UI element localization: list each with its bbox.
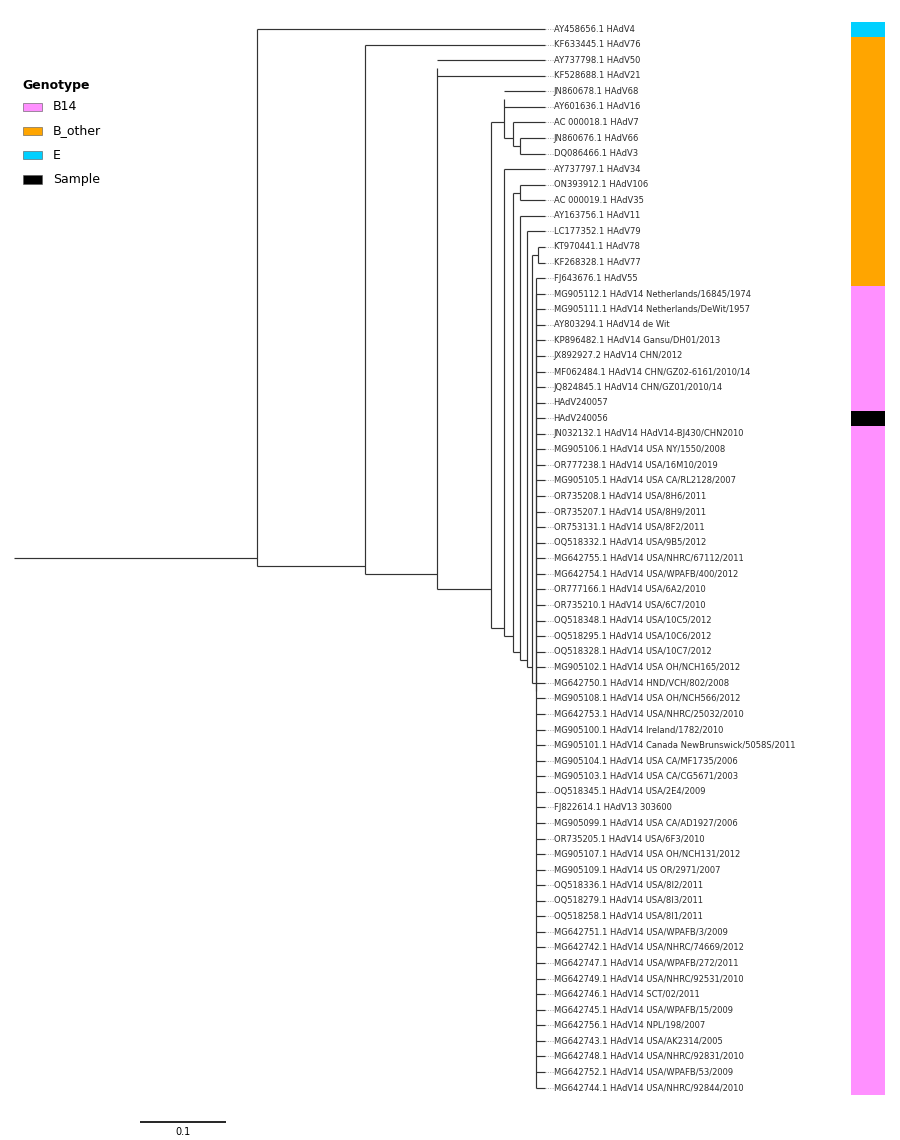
- Text: OQ518348.1 HAdV14 USA/10C5/2012: OQ518348.1 HAdV14 USA/10C5/2012: [554, 616, 711, 625]
- Text: MG905111.1 HAdV14 Netherlands/DeWit/1957: MG905111.1 HAdV14 Netherlands/DeWit/1957: [554, 304, 750, 314]
- Text: OR735208.1 HAdV14 USA/8H6/2011: OR735208.1 HAdV14 USA/8H6/2011: [554, 491, 706, 500]
- Text: AC 000019.1 HAdV35: AC 000019.1 HAdV35: [554, 196, 644, 205]
- Text: MG642745.1 HAdV14 USA/WPAFB/15/2009: MG642745.1 HAdV14 USA/WPAFB/15/2009: [554, 1005, 733, 1015]
- Text: AC 000018.1 HAdV7: AC 000018.1 HAdV7: [554, 117, 638, 127]
- Text: OQ518295.1 HAdV14 USA/10C6/2012: OQ518295.1 HAdV14 USA/10C6/2012: [554, 632, 711, 641]
- Text: MG905109.1 HAdV14 US OR/2971/2007: MG905109.1 HAdV14 US OR/2971/2007: [554, 865, 720, 874]
- Text: MG905107.1 HAdV14 USA OH/NCH131/2012: MG905107.1 HAdV14 USA OH/NCH131/2012: [554, 849, 740, 858]
- Text: DQ086466.1 HAdV3: DQ086466.1 HAdV3: [554, 149, 637, 158]
- Text: MG905102.1 HAdV14 USA OH/NCH165/2012: MG905102.1 HAdV14 USA OH/NCH165/2012: [554, 662, 740, 671]
- Text: FJ643676.1 HAdV55: FJ643676.1 HAdV55: [554, 274, 637, 283]
- Text: JX892927.2 HAdV14 CHN/2012: JX892927.2 HAdV14 CHN/2012: [554, 351, 683, 360]
- Text: KT970441.1 HAdV78: KT970441.1 HAdV78: [554, 243, 639, 252]
- Text: KF528688.1 HAdV21: KF528688.1 HAdV21: [554, 72, 640, 80]
- Text: MG642744.1 HAdV14 USA/NHRC/92844/2010: MG642744.1 HAdV14 USA/NHRC/92844/2010: [554, 1083, 743, 1092]
- Text: OQ518258.1 HAdV14 USA/8I1/2011: OQ518258.1 HAdV14 USA/8I1/2011: [554, 912, 702, 921]
- Text: KP896482.1 HAdV14 Gansu/DH01/2013: KP896482.1 HAdV14 Gansu/DH01/2013: [554, 336, 720, 345]
- Text: MG905099.1 HAdV14 USA CA/AD1927/2006: MG905099.1 HAdV14 USA CA/AD1927/2006: [554, 819, 737, 828]
- Text: OR777166.1 HAdV14 USA/6A2/2010: OR777166.1 HAdV14 USA/6A2/2010: [554, 585, 706, 594]
- Text: MG642756.1 HAdV14 NPL/198/2007: MG642756.1 HAdV14 NPL/198/2007: [554, 1020, 705, 1029]
- Text: Genotype: Genotype: [22, 79, 90, 91]
- Bar: [850, 22, 885, 36]
- Text: MG642742.1 HAdV14 USA/NHRC/74669/2012: MG642742.1 HAdV14 USA/NHRC/74669/2012: [554, 943, 743, 952]
- Text: OQ518332.1 HAdV14 USA/9B5/2012: OQ518332.1 HAdV14 USA/9B5/2012: [554, 538, 706, 547]
- Bar: [850, 410, 885, 425]
- Text: LC177352.1 HAdV79: LC177352.1 HAdV79: [554, 227, 640, 236]
- Text: KF268328.1 HAdV77: KF268328.1 HAdV77: [554, 258, 640, 267]
- Text: ON393912.1 HAdV106: ON393912.1 HAdV106: [554, 180, 648, 189]
- Text: OR735205.1 HAdV14 USA/6F3/2010: OR735205.1 HAdV14 USA/6F3/2010: [554, 834, 704, 842]
- Text: MG905105.1 HAdV14 USA CA/RL2128/2007: MG905105.1 HAdV14 USA CA/RL2128/2007: [554, 477, 735, 484]
- Bar: [22, 103, 42, 112]
- Text: OQ518345.1 HAdV14 USA/2E4/2009: OQ518345.1 HAdV14 USA/2E4/2009: [554, 788, 705, 797]
- Text: AY803294.1 HAdV14 de Wit: AY803294.1 HAdV14 de Wit: [554, 320, 669, 329]
- Text: JQ824845.1 HAdV14 CHN/GZ01/2010/14: JQ824845.1 HAdV14 CHN/GZ01/2010/14: [554, 383, 723, 391]
- Text: OQ518279.1 HAdV14 USA/8I3/2011: OQ518279.1 HAdV14 USA/8I3/2011: [554, 896, 703, 905]
- Bar: [850, 38, 885, 286]
- Text: HAdV240057: HAdV240057: [554, 398, 608, 407]
- Bar: [22, 150, 42, 160]
- Text: MG905112.1 HAdV14 Netherlands/16845/1974: MG905112.1 HAdV14 Netherlands/16845/1974: [554, 290, 751, 299]
- Text: OR735207.1 HAdV14 USA/8H9/2011: OR735207.1 HAdV14 USA/8H9/2011: [554, 507, 706, 516]
- Text: MG905100.1 HAdV14 Ireland/1782/2010: MG905100.1 HAdV14 Ireland/1782/2010: [554, 725, 723, 734]
- Bar: [22, 127, 42, 136]
- Text: MG642746.1 HAdV14 SCT/02/2011: MG642746.1 HAdV14 SCT/02/2011: [554, 990, 699, 999]
- Text: MG642755.1 HAdV14 USA/NHRC/67112/2011: MG642755.1 HAdV14 USA/NHRC/67112/2011: [554, 554, 743, 563]
- Text: MG642754.1 HAdV14 USA/WPAFB/400/2012: MG642754.1 HAdV14 USA/WPAFB/400/2012: [554, 569, 738, 578]
- Text: E: E: [53, 148, 61, 162]
- Text: MG642753.1 HAdV14 USA/NHRC/25032/2010: MG642753.1 HAdV14 USA/NHRC/25032/2010: [554, 709, 743, 718]
- Text: OQ518328.1 HAdV14 USA/10C7/2012: OQ518328.1 HAdV14 USA/10C7/2012: [554, 648, 711, 657]
- Text: AY737797.1 HAdV34: AY737797.1 HAdV34: [554, 164, 640, 173]
- Text: HAdV240056: HAdV240056: [554, 414, 608, 423]
- Text: AY163756.1 HAdV11: AY163756.1 HAdV11: [554, 211, 640, 220]
- Text: MG642751.1 HAdV14 USA/WPAFB/3/2009: MG642751.1 HAdV14 USA/WPAFB/3/2009: [554, 928, 727, 936]
- Text: B_other: B_other: [53, 124, 101, 138]
- Text: FJ822614.1 HAdV13 303600: FJ822614.1 HAdV13 303600: [554, 803, 671, 812]
- Text: MG905104.1 HAdV14 USA CA/MF1735/2006: MG905104.1 HAdV14 USA CA/MF1735/2006: [554, 756, 737, 765]
- Text: MG905108.1 HAdV14 USA OH/NCH566/2012: MG905108.1 HAdV14 USA OH/NCH566/2012: [554, 694, 740, 703]
- Text: KF633445.1 HAdV76: KF633445.1 HAdV76: [554, 40, 640, 49]
- Text: AY458656.1 HAdV4: AY458656.1 HAdV4: [554, 25, 634, 33]
- Text: MG642748.1 HAdV14 USA/NHRC/92831/2010: MG642748.1 HAdV14 USA/NHRC/92831/2010: [554, 1052, 743, 1061]
- Text: JN860676.1 HAdV66: JN860676.1 HAdV66: [554, 133, 639, 142]
- Text: MG642743.1 HAdV14 USA/AK2314/2005: MG642743.1 HAdV14 USA/AK2314/2005: [554, 1036, 722, 1045]
- Text: OQ518336.1 HAdV14 USA/8I2/2011: OQ518336.1 HAdV14 USA/8I2/2011: [554, 881, 703, 889]
- Text: JN860678.1 HAdV68: JN860678.1 HAdV68: [554, 87, 639, 96]
- Text: MG642749.1 HAdV14 USA/NHRC/92531/2010: MG642749.1 HAdV14 USA/NHRC/92531/2010: [554, 975, 743, 983]
- Text: MG905101.1 HAdV14 Canada NewBrunswick/5058S/2011: MG905101.1 HAdV14 Canada NewBrunswick/50…: [554, 741, 795, 750]
- Text: OR735210.1 HAdV14 USA/6C7/2010: OR735210.1 HAdV14 USA/6C7/2010: [554, 601, 705, 610]
- Bar: [22, 174, 42, 184]
- Text: MG905103.1 HAdV14 USA CA/CG5671/2003: MG905103.1 HAdV14 USA CA/CG5671/2003: [554, 772, 738, 781]
- Text: MG642752.1 HAdV14 USA/WPAFB/53/2009: MG642752.1 HAdV14 USA/WPAFB/53/2009: [554, 1067, 733, 1076]
- Text: OR753131.1 HAdV14 USA/8F2/2011: OR753131.1 HAdV14 USA/8F2/2011: [554, 523, 704, 531]
- Text: MG642747.1 HAdV14 USA/WPAFB/272/2011: MG642747.1 HAdV14 USA/WPAFB/272/2011: [554, 959, 738, 968]
- Text: MG905106.1 HAdV14 USA NY/1550/2008: MG905106.1 HAdV14 USA NY/1550/2008: [554, 445, 724, 454]
- Bar: [850, 286, 885, 1096]
- Text: JN032132.1 HAdV14 HAdV14-BJ430/CHN2010: JN032132.1 HAdV14 HAdV14-BJ430/CHN2010: [554, 430, 744, 438]
- Text: Sample: Sample: [53, 173, 100, 186]
- Text: AY601636.1 HAdV16: AY601636.1 HAdV16: [554, 103, 640, 112]
- Text: 0.1: 0.1: [176, 1127, 190, 1138]
- Text: OR777238.1 HAdV14 USA/16M10/2019: OR777238.1 HAdV14 USA/16M10/2019: [554, 461, 717, 470]
- Text: B14: B14: [53, 100, 77, 113]
- Text: AY737798.1 HAdV50: AY737798.1 HAdV50: [554, 56, 640, 65]
- Text: MF062484.1 HAdV14 CHN/GZ02-6161/2010/14: MF062484.1 HAdV14 CHN/GZ02-6161/2010/14: [554, 367, 750, 376]
- Text: MG642750.1 HAdV14 HND/VCH/802/2008: MG642750.1 HAdV14 HND/VCH/802/2008: [554, 678, 729, 687]
